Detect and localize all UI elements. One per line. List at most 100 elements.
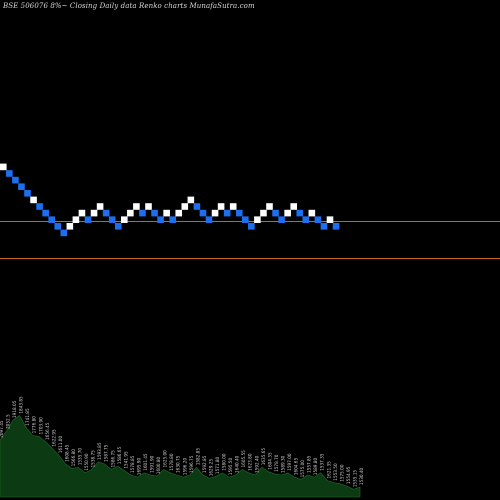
- volume-price-label: 1586.65: [117, 447, 122, 465]
- renko-brick-down: [157, 216, 164, 223]
- renko-brick-down: [151, 209, 158, 217]
- renko-brick-up: [254, 216, 261, 223]
- renko-brick-up: [145, 203, 152, 210]
- renko-brick-down: [193, 203, 201, 210]
- volume-price-label: 1600.80: [156, 456, 161, 474]
- volume-price-label: 1557.85: [307, 455, 312, 473]
- renko-brick-up: [326, 216, 334, 223]
- volume-price-label: 1587.75: [104, 444, 109, 462]
- renko-brick-up: [187, 196, 195, 204]
- volume-price-label: 1591.90: [150, 455, 155, 473]
- volume-price-label: 1578.70: [274, 454, 279, 472]
- volume-price-label: 1843.85: [19, 396, 24, 414]
- volume-price-label: 1635.65: [261, 448, 266, 466]
- volume-price-label: 1604.35: [267, 452, 272, 470]
- renko-bricks: [0, 163, 340, 237]
- renko-brick-down: [278, 216, 285, 223]
- renko-brick-up: [290, 203, 297, 210]
- renko-brick-up: [260, 209, 267, 217]
- volume-price-label: 1537.35: [320, 453, 325, 471]
- volume-price-label: 1597.00: [287, 453, 292, 471]
- renko-brick-up: [30, 196, 37, 204]
- volume-price-label: 1550.90: [84, 453, 89, 471]
- renko-brick-down: [102, 209, 110, 217]
- renko-brick-down: [114, 223, 122, 230]
- volume-price-label: 1589.30: [281, 455, 286, 473]
- volume-price-label: 1535.15: [353, 470, 358, 488]
- renko-brick-up: [217, 203, 225, 210]
- renko-brick-up: [163, 209, 170, 217]
- volume-price-label: 1530.40: [359, 467, 364, 485]
- chart-title: BSE 506076 8%~ Closing Daily data Renko …: [3, 2, 255, 10]
- renko-brick-down: [6, 170, 13, 177]
- volume-price-label: 1601.45: [143, 453, 148, 471]
- renko-brick-down: [36, 203, 43, 210]
- volume-price-label: 1586.75: [110, 450, 115, 468]
- volume-price-label: 1596.20: [182, 458, 187, 476]
- renko-brick-up: [284, 209, 291, 217]
- volume-price-label: 1622.95: [51, 429, 56, 447]
- volume-price-label: 1695.90: [137, 458, 142, 476]
- renko-brick-down: [139, 209, 146, 217]
- volume-area: [0, 415, 361, 498]
- renko-brick-down: [223, 209, 231, 217]
- renko-brick-down: [272, 209, 279, 217]
- volume-price-label: 1596.75: [189, 455, 194, 473]
- volume-price-label: 1535.70: [78, 448, 83, 466]
- volume-price-label: 1611.00: [58, 436, 63, 454]
- renko-brick-up: [72, 216, 80, 223]
- volume-price-label: 1605.55: [241, 450, 246, 468]
- volume-price-label: 1656.45: [45, 422, 50, 440]
- reference-lines: [0, 221, 500, 259]
- volume-price-label: 1575.00: [339, 464, 344, 482]
- renko-brick-down: [235, 209, 243, 217]
- volume-price-label: 1554.95: [346, 466, 351, 484]
- renko-brick-down: [84, 216, 92, 223]
- renko-brick-up: [229, 203, 237, 210]
- volume-price-label: 1625.00: [163, 450, 168, 468]
- renko-brick-down: [205, 216, 213, 223]
- volume-price-label: 1595.50: [228, 458, 233, 476]
- volume-price-label: 1621.35: [326, 461, 331, 479]
- renko-brick-down: [42, 209, 49, 217]
- renko-brick-down: [24, 190, 31, 197]
- volume-price-label: 1571.80: [215, 456, 220, 474]
- volume-price-label: 1703.90: [38, 417, 43, 435]
- renko-brick-down: [332, 223, 340, 230]
- renko-brick-down: [12, 176, 19, 184]
- volume-price-label: 1741.85: [25, 408, 30, 426]
- renko-brick-down: [169, 216, 176, 223]
- volume-price-label: 1640.40: [235, 455, 240, 473]
- volume-price-label: 1589.80: [313, 458, 318, 476]
- renko-brick-down: [302, 216, 310, 223]
- renko-brick-down: [108, 216, 116, 223]
- volume-price-label: 1578.85: [130, 455, 135, 473]
- renko-brick-down: [296, 209, 304, 217]
- renko-brick-down: [199, 209, 207, 217]
- volume-price-label: 1575.00: [300, 460, 305, 478]
- volume-price-label: 1578.80: [169, 453, 174, 471]
- renko-brick-up: [0, 163, 7, 171]
- volume-price-label: 1593.85: [97, 442, 102, 460]
- volume-price-label: 1604.65: [294, 458, 299, 476]
- volume-price-label: 1592.85: [202, 455, 207, 473]
- renko-brick-up: [90, 209, 98, 217]
- renko-brick-up: [121, 216, 128, 223]
- volume-price-label: 1566.80: [71, 449, 76, 467]
- renko-brick-up: [127, 209, 134, 217]
- volume-price-label: 2097.45: [0, 420, 4, 438]
- volume-price-label: 2052.5: [6, 414, 11, 429]
- volume-price-label: 1629.25: [209, 459, 214, 477]
- renko-brick-up: [66, 223, 74, 230]
- volume-price-label: 1553.50: [333, 463, 338, 481]
- renko-brick-down: [242, 216, 249, 223]
- renko-brick-down: [314, 216, 322, 223]
- renko-brick-up: [266, 203, 273, 210]
- renko-brick-down: [320, 223, 328, 230]
- renko-brick-up: [96, 203, 104, 210]
- volume-price-label: 1623.80: [248, 453, 253, 471]
- renko-brick-down: [248, 223, 255, 230]
